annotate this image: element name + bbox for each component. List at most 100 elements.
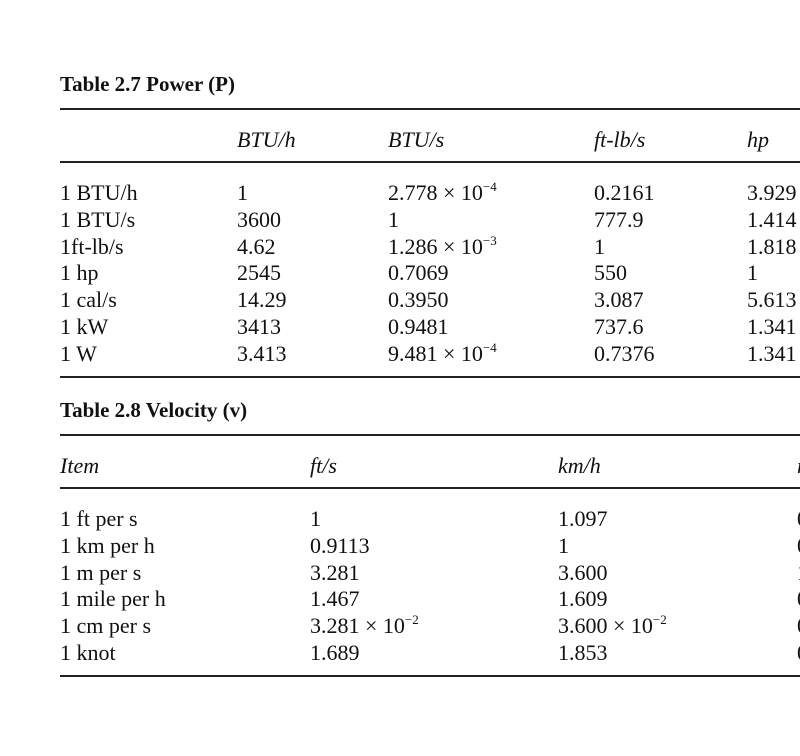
table-cell: 1	[747, 259, 758, 286]
rule	[60, 675, 800, 677]
column-header: ft-lb/s	[594, 127, 646, 152]
table-cell: 0.7069	[388, 259, 449, 286]
cell-value: 0.9113	[310, 532, 370, 558]
column-header: ft/s	[310, 453, 337, 478]
table-row: 1 W 3.413 9.481 × 10−4 0.7376 1.341	[0, 340, 800, 367]
table-cell: 1 mile per h	[60, 585, 166, 612]
cell-value: 1.467	[310, 586, 360, 612]
cell-value: 1	[310, 506, 321, 531]
table-cell: 4.62	[237, 233, 276, 260]
table-cell: 1.286 × 10−3	[388, 233, 497, 260]
cell-value: 1 BTU/s	[60, 206, 136, 232]
rule	[60, 487, 800, 489]
cell-value: 3.600 × 10	[558, 613, 653, 639]
cell-value: 0.3950	[388, 287, 449, 313]
table-cell: 1ft-lb/s	[60, 233, 124, 260]
cell-value: 5.613	[747, 287, 797, 313]
table-cell: 5.613	[747, 286, 797, 313]
column-header: km/h	[558, 453, 601, 478]
table-cell: 1.097	[558, 505, 608, 532]
table-cell: 3.600 × 10−2	[558, 612, 667, 639]
table-row: 1 km per h 0.9113 1 0	[0, 532, 800, 559]
table-cell: 1.414	[747, 206, 797, 233]
table-cell: 1	[237, 179, 248, 206]
cell-value: 1 kW	[60, 314, 109, 339]
table-cell: 0.7376	[594, 340, 655, 367]
exponent: −4	[482, 339, 497, 355]
table-cell: 0.9113	[310, 532, 370, 559]
cell-value: 1	[237, 180, 248, 205]
rule	[60, 161, 800, 163]
table-cell: 1 m per s	[60, 559, 141, 586]
cell-value: 1.414	[747, 206, 797, 232]
table-cell: 3.600	[558, 559, 608, 586]
cell-value: 3600	[237, 206, 281, 232]
cell-value: 777.9	[594, 206, 644, 232]
cell-value: 14.29	[237, 287, 287, 313]
column-header: BTU/s	[388, 127, 445, 152]
table-cell: 1	[388, 206, 399, 233]
cell-value: 1	[594, 233, 605, 259]
cell-value: 3.087	[594, 287, 644, 313]
table-cell: 1 kW	[60, 313, 108, 340]
table-row: 1 cal/s 14.29 0.3950 3.087 5.613	[0, 286, 800, 313]
exponent: −2	[652, 612, 667, 628]
cell-value: 1.853	[558, 640, 608, 665]
column-header: BTU/h	[237, 127, 296, 152]
table-cell: 1.341	[747, 313, 797, 340]
table-cell: 3600	[237, 206, 281, 233]
table-cell: 1 km per h	[60, 532, 155, 559]
table-cell: 1	[558, 532, 569, 559]
table-cell: 1.609	[558, 585, 608, 612]
table-cell: 0.9481	[388, 313, 449, 340]
table-cell: 0	[797, 532, 800, 559]
cell-value: 1.286 × 10	[388, 233, 483, 259]
column-header: m	[797, 452, 800, 479]
cell-value: 1.689	[310, 640, 360, 665]
table-cell: 1.467	[310, 585, 360, 612]
table-row: 1 mile per h 1.467 1.609 0	[0, 585, 800, 612]
table-row: 1 kW 3413 0.9481 737.6 1.341	[0, 313, 800, 340]
table-cell: 0	[797, 585, 800, 612]
table-cell: 0.2161	[594, 179, 655, 206]
table-cell: 2.778 × 10−4	[388, 179, 497, 206]
cell-value: 3.929	[747, 180, 797, 205]
rule	[60, 108, 800, 110]
table-row: 1 m per s 3.281 3.600 1	[0, 559, 800, 586]
table-cell: 3.281 × 10−2	[310, 612, 419, 639]
cell-value: 1.341	[747, 340, 797, 366]
table-cell: 1	[594, 233, 605, 260]
cell-value: 1 ft per s	[60, 506, 138, 531]
table-cell: 14.29	[237, 286, 287, 313]
cell-value: 1.341	[747, 314, 797, 339]
rule	[60, 434, 800, 436]
cell-value: 0	[797, 506, 800, 531]
table-cell: 3.281	[310, 559, 360, 586]
table-cell: 1.689	[310, 639, 360, 666]
cell-value: 1 mile per h	[60, 586, 166, 612]
cell-value: 1 cal/s	[60, 287, 117, 313]
exponent: −4	[482, 179, 497, 194]
cell-value: 0.9481	[388, 314, 449, 339]
power-table-title: Table 2.7 Power (P)	[60, 72, 235, 96]
table-row: 1 hp 2545 0.7069 550 1	[0, 259, 800, 286]
cell-value: 1 hp	[60, 260, 99, 286]
cell-value: 550	[594, 260, 627, 286]
cell-value: 1 cm per s	[60, 613, 152, 639]
power-header-row: BTU/h BTU/s ft-lb/s hp	[0, 126, 800, 153]
table-cell: 0	[797, 612, 800, 639]
cell-value: 3.600	[558, 559, 608, 585]
table-cell: 1.818	[747, 233, 797, 260]
cell-value: 2.778 × 10	[388, 180, 483, 205]
cell-value: 2545	[237, 260, 281, 286]
table-cell: 1 cm per s	[60, 612, 151, 639]
cell-value: 0.7376	[594, 340, 655, 366]
table-row: 1 cm per s 3.281 × 10−2 3.600 × 10−2 0	[0, 612, 800, 639]
cell-value: 4.62	[237, 233, 276, 259]
cell-value: 0	[797, 640, 800, 665]
cell-value: 1	[558, 532, 569, 558]
cell-value: 1.818	[747, 233, 797, 259]
cell-value: 1.097	[558, 506, 608, 531]
table-cell: 1.341	[747, 340, 797, 367]
table-row: 1 ft per s 1 1.097 0	[0, 505, 800, 532]
